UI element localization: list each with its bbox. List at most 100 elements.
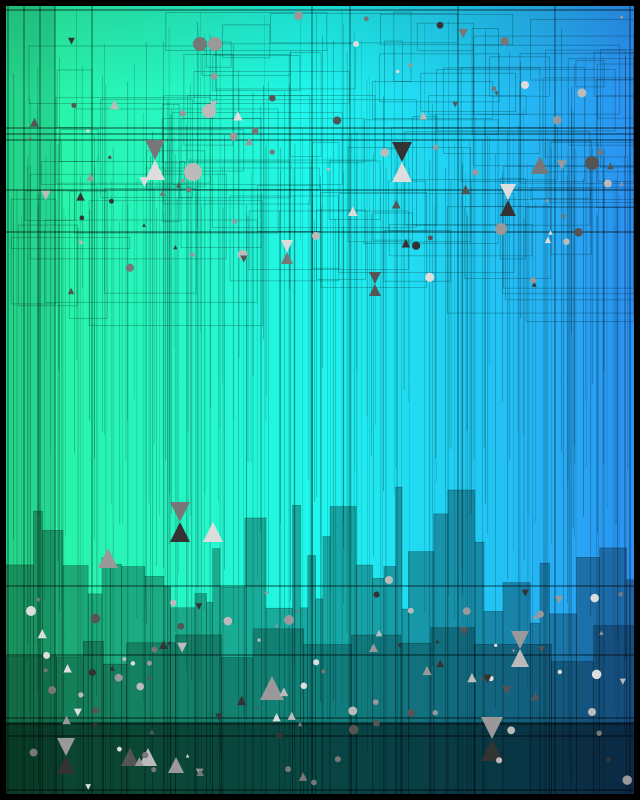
triangle xyxy=(281,240,293,252)
darker-block xyxy=(126,642,176,800)
small-circle xyxy=(78,240,83,245)
small-circle xyxy=(407,607,414,614)
dark-column xyxy=(447,489,476,800)
dark-column xyxy=(194,593,207,800)
triangle xyxy=(297,721,303,727)
dark-column xyxy=(395,486,403,800)
small-circle xyxy=(43,668,48,673)
small-circle xyxy=(130,661,136,666)
dark-column xyxy=(529,622,541,800)
dark-column xyxy=(355,564,374,800)
small-circle xyxy=(48,686,57,694)
small-circle xyxy=(398,643,402,648)
triangle xyxy=(57,738,75,756)
triangle xyxy=(619,678,626,685)
circle xyxy=(312,232,320,240)
triangle xyxy=(436,659,445,668)
circle xyxy=(407,709,415,717)
circle xyxy=(202,104,216,118)
panel xyxy=(69,190,108,319)
panel xyxy=(18,224,78,307)
panel xyxy=(165,12,328,52)
panel xyxy=(347,147,471,243)
triangle xyxy=(167,641,172,646)
darker-block xyxy=(430,627,475,800)
triangle xyxy=(521,589,529,597)
panel xyxy=(545,49,626,158)
bottom-band xyxy=(0,722,640,800)
triangle xyxy=(159,189,166,196)
triangle xyxy=(134,757,144,767)
circle xyxy=(521,81,529,89)
triangle xyxy=(531,156,549,174)
triangle xyxy=(168,757,184,773)
triangle xyxy=(145,160,165,180)
small-circle xyxy=(574,228,583,237)
panel xyxy=(212,55,301,92)
small-circle xyxy=(334,756,341,763)
triangle xyxy=(538,646,545,653)
triangle xyxy=(41,190,51,201)
panel xyxy=(420,72,517,112)
triangle xyxy=(481,717,503,739)
circle xyxy=(588,708,596,716)
triangle xyxy=(215,713,223,721)
triangle xyxy=(142,223,146,227)
darker-block xyxy=(56,656,84,800)
panel xyxy=(163,95,311,205)
triangle xyxy=(596,147,604,155)
small-circle xyxy=(92,707,99,714)
small-circle xyxy=(264,591,268,595)
triangle xyxy=(419,111,428,120)
triangle xyxy=(369,284,381,296)
triangle xyxy=(548,230,553,235)
small-circle xyxy=(372,699,379,706)
triangle xyxy=(240,255,248,263)
small-circle xyxy=(142,751,149,759)
triangle xyxy=(619,181,624,186)
dark-column xyxy=(244,517,267,800)
panel xyxy=(393,11,412,82)
triangle xyxy=(512,649,516,653)
small-circle xyxy=(380,148,390,157)
dark-column xyxy=(206,601,214,800)
small-circle xyxy=(411,241,421,250)
circle xyxy=(495,223,507,235)
triangle xyxy=(86,172,95,181)
triangle xyxy=(209,100,218,109)
small-circle xyxy=(78,692,84,698)
small-circle xyxy=(90,613,101,624)
panel xyxy=(59,129,99,162)
triangle xyxy=(467,672,477,683)
triangle xyxy=(287,711,296,720)
small-circle xyxy=(180,178,185,183)
triangle xyxy=(68,37,75,45)
small-circle xyxy=(151,767,157,773)
triangle xyxy=(391,199,401,209)
panel xyxy=(229,195,340,282)
panel xyxy=(193,71,350,104)
small-circle xyxy=(500,37,509,46)
panel xyxy=(384,40,403,150)
small-circle xyxy=(79,215,85,221)
panel xyxy=(248,210,409,270)
panel xyxy=(162,129,245,172)
small-circle xyxy=(620,15,624,19)
darker-block xyxy=(303,644,352,800)
panel xyxy=(146,150,206,188)
dark-column xyxy=(408,551,435,800)
small-circle xyxy=(462,607,471,616)
small-circle xyxy=(122,656,127,662)
small-circle xyxy=(472,169,479,176)
circle xyxy=(284,615,294,625)
triangle xyxy=(281,252,293,264)
panel xyxy=(171,112,343,185)
small-circle xyxy=(348,706,358,716)
panel xyxy=(104,188,197,294)
darker-block xyxy=(551,661,595,800)
circle xyxy=(353,41,359,47)
triangle xyxy=(67,287,75,295)
triangle xyxy=(195,603,203,610)
